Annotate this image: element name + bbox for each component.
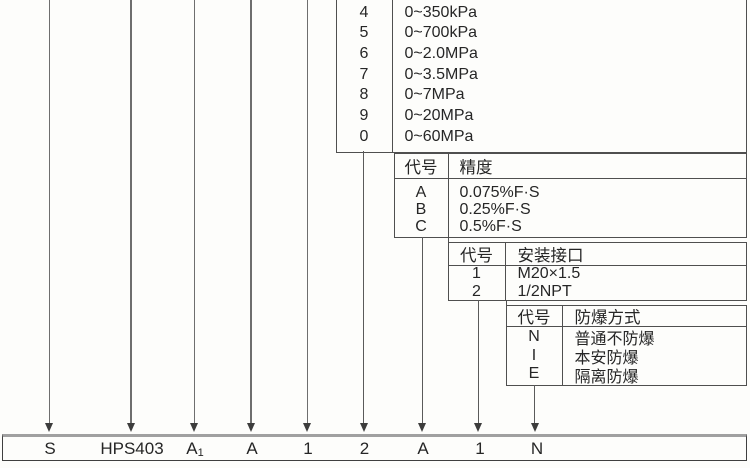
table-row: 1 M20×1.5 [449, 265, 747, 284]
mount-code-cell: 1 [472, 265, 481, 283]
range-value-cell: 0~20MPa [404, 106, 474, 124]
connector-line [48, 0, 50, 423]
accuracy-code-cell: C [415, 217, 427, 235]
code-segment: A1 [186, 439, 204, 459]
code-segment: 1 [475, 439, 485, 458]
table-join-stub [447, 237, 449, 243]
range-value-cell: 0~350kPa [404, 3, 478, 21]
table-row: B 0.25%F·S [395, 201, 747, 218]
explosion-header-cell: 防爆方式 [574, 308, 641, 327]
range-value-cell: 0~60MPa [404, 127, 474, 145]
explosion-code-cell: N [528, 327, 540, 345]
connector-line [421, 237, 423, 423]
down-arrow-icon [417, 423, 426, 432]
table-row: 7 0~3.5MPa [337, 64, 747, 85]
mount-value-cell: M20×1.5 [517, 265, 581, 283]
code-segment: A [417, 439, 429, 458]
accuracy-value-cell: 0.25%F·S [459, 200, 531, 218]
accuracy-code-cell: A [415, 183, 427, 201]
mount-code-cell: 2 [472, 282, 481, 300]
explosion-value-cell: 本安防爆 [574, 349, 639, 367]
range-code-cell: 5 [359, 24, 369, 42]
table-row: 0 0~60MPa [337, 126, 747, 147]
range-code-cell: 8 [359, 86, 369, 104]
mount-interface-table: 代号 安装接口 1 M20×1.5 2 1/2NPT [447, 241, 747, 301]
table-row: A 0.075%F·S [395, 184, 747, 201]
connector-line [130, 0, 132, 423]
code-segment: A [246, 439, 258, 458]
table-header-row: 代号 防爆方式 [506, 306, 746, 327]
connector-line [250, 0, 252, 423]
code-segment: HPS403 [100, 439, 164, 458]
explosion-value-cell: 隔离防爆 [574, 368, 639, 386]
code-segment: N [530, 439, 544, 458]
range-code-cell: 9 [359, 106, 369, 124]
code-segment: S [44, 439, 56, 458]
code-segment: 2 [359, 439, 370, 458]
code-header-cell: 代号 [460, 246, 493, 265]
down-arrow-icon [302, 423, 311, 432]
column-divider [504, 242, 506, 300]
table-header-row: 代号 精度 [394, 154, 746, 179]
code-header-cell: 代号 [404, 158, 438, 177]
connector-line [306, 0, 308, 423]
accuracy-value-cell: 0.5%F·S [459, 217, 522, 235]
down-arrow-icon [530, 423, 539, 432]
table-row: 6 0~2.0MPa [337, 44, 747, 65]
down-arrow-icon [359, 423, 368, 432]
table-row: I 本安防爆 [507, 346, 747, 367]
down-arrow-icon [246, 423, 255, 432]
column-divider [447, 153, 449, 237]
down-arrow-icon [473, 423, 482, 432]
connector-line [534, 385, 536, 423]
table-row: 9 0~20MPa [337, 106, 747, 127]
table-row: 4 0~350kPa [337, 2, 747, 23]
pressure-range-table: 4 0~350kPa 5 0~700kPa 6 0~2.0MPa 7 0~3.5… [335, 0, 747, 153]
code-segment: 1 [303, 439, 313, 458]
down-arrow-icon [44, 423, 53, 432]
explosion-value-cell: 普通不防爆 [574, 330, 655, 348]
down-arrow-icon [189, 423, 198, 432]
range-value-cell: 0~3.5MPa [404, 65, 478, 83]
range-value-cell: 0~700kPa [404, 24, 478, 42]
explosion-code-cell: I [531, 346, 537, 364]
mount-header-cell: 安装接口 [517, 246, 584, 265]
range-value-cell: 0~2.0MPa [404, 44, 478, 62]
table-header-row: 代号 安装接口 [448, 243, 746, 266]
explosion-code-cell: E [528, 365, 540, 383]
down-arrow-icon [126, 423, 135, 432]
table-row: N 普通不防爆 [507, 327, 747, 348]
connector-line [477, 300, 479, 423]
accuracy-table: 代号 精度 A 0.075%F·S B 0.25%F·S C 0.5%F·S [393, 152, 747, 238]
table-row: E 隔离防爆 [507, 365, 747, 386]
range-code-cell: 0 [359, 127, 369, 145]
explosion-proof-table: 代号 防爆方式 N 普通不防爆 I 本安防爆 E 隔离防爆 [505, 304, 747, 386]
range-code-cell: 4 [359, 3, 369, 21]
table-row: 2 1/2NPT [449, 283, 747, 301]
connector-line [193, 0, 195, 423]
table-row: 8 0~7MPa [337, 85, 747, 106]
mount-value-cell: 1/2NPT [517, 282, 572, 300]
range-code-cell: 6 [359, 44, 369, 62]
code-header-cell: 代号 [517, 308, 551, 327]
table-row: 5 0~700kPa [337, 23, 747, 44]
accuracy-header-cell: 精度 [459, 158, 493, 177]
range-value-cell: 0~7MPa [404, 86, 465, 104]
table-row: C 0.5%F·S [395, 218, 747, 235]
accuracy-code-cell: B [415, 200, 427, 218]
table-join-stub [505, 300, 507, 306]
range-code-cell: 7 [359, 65, 369, 83]
column-divider [561, 305, 563, 385]
column-divider [391, 0, 393, 152]
model-code-bar: S HPS403 A1 A 1 2 A 1 N [2, 434, 747, 461]
connector-line [363, 151, 365, 423]
accuracy-value-cell: 0.075%F·S [459, 183, 540, 201]
